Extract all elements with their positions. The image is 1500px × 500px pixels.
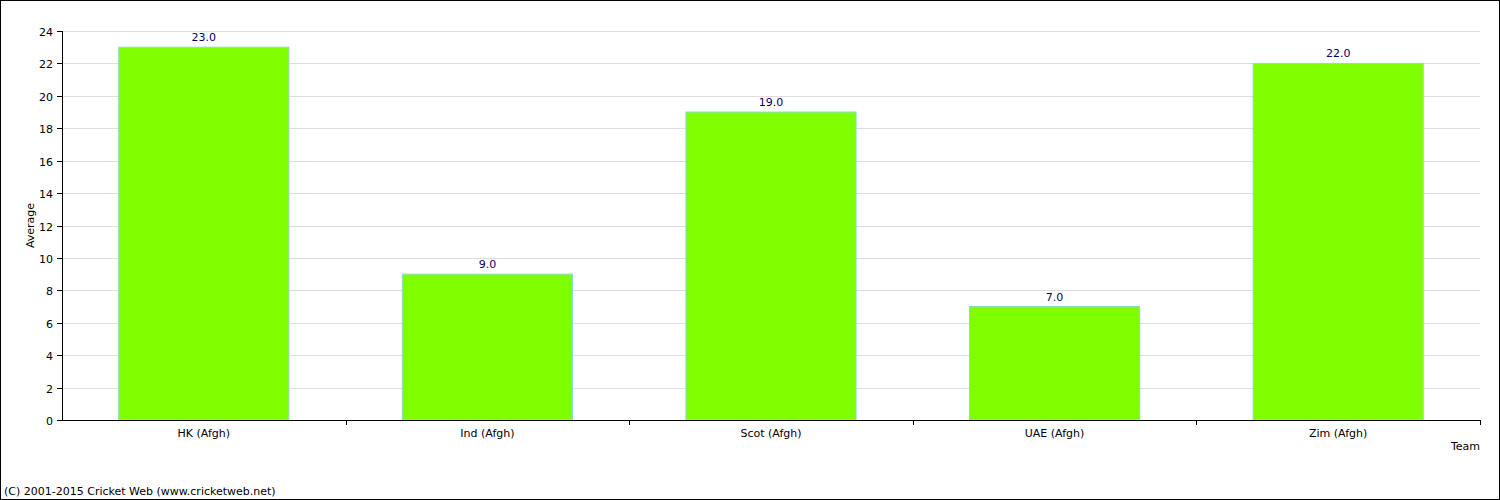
x-axis-label: Team: [1450, 440, 1480, 453]
y-tick-label: 16: [39, 156, 53, 169]
frame: [1, 1, 1500, 500]
x-tick: [1480, 420, 1481, 425]
x-tick-label: Scot (Afgh): [740, 427, 801, 440]
y-axis: [62, 31, 63, 420]
bar: [970, 307, 1140, 420]
y-tick-label: 18: [39, 123, 53, 136]
y-tick-label: 2: [46, 383, 53, 396]
bar: [402, 274, 572, 420]
data-label: 7.0: [1046, 291, 1064, 304]
y-tick-label: 8: [46, 285, 53, 298]
x-tick-label: Zim (Afgh): [1309, 427, 1367, 440]
y-tick: [57, 193, 62, 194]
x-tick-label: Ind (Afgh): [460, 427, 514, 440]
grid-line: [62, 31, 1480, 32]
y-tick: [57, 96, 62, 97]
x-tick-label: HK (Afgh): [178, 427, 231, 440]
y-tick: [57, 290, 62, 291]
bar: [119, 47, 289, 420]
data-label: 23.0: [192, 31, 217, 44]
bar: [686, 112, 856, 420]
y-tick: [57, 31, 62, 32]
y-tick-label: 22: [39, 58, 53, 71]
y-tick-label: 10: [39, 253, 53, 266]
data-label: 19.0: [759, 96, 784, 109]
chart-svg: 02468101214161820222423.09.019.07.022.0H…: [0, 0, 1500, 500]
data-label: 9.0: [479, 258, 497, 271]
y-tick-label: 12: [39, 221, 53, 234]
y-tick: [57, 420, 62, 421]
grid-line: [62, 420, 1480, 421]
y-tick: [57, 161, 62, 162]
y-tick-label: 4: [46, 350, 53, 363]
x-tick: [346, 420, 347, 425]
footer-note: (C) 2001-2015 Cricket Web (www.cricketwe…: [4, 485, 276, 498]
y-tick: [57, 323, 62, 324]
x-tick: [629, 420, 630, 425]
y-tick-label: 6: [46, 318, 53, 331]
grid: [62, 32, 1480, 421]
bars: [119, 47, 1424, 420]
y-tick-label: 24: [39, 26, 53, 39]
y-tick: [57, 128, 62, 129]
y-tick: [57, 258, 62, 259]
x-axis: [62, 420, 1480, 421]
y-tick: [57, 355, 62, 356]
y-axis-label: Average: [24, 203, 37, 248]
y-tick-label: 20: [39, 91, 53, 104]
x-tick: [913, 420, 914, 425]
x-tick-label: UAE (Afgh): [1025, 427, 1085, 440]
data-label: 22.0: [1326, 47, 1351, 60]
y-tick: [57, 388, 62, 389]
y-tick-label: 14: [39, 188, 53, 201]
chart-container: 02468101214161820222423.09.019.07.022.0H…: [0, 0, 1500, 500]
y-tick-label: 0: [46, 415, 53, 428]
x-tick: [1196, 420, 1197, 425]
bar: [1253, 63, 1423, 420]
y-tick: [57, 63, 62, 64]
y-tick: [57, 226, 62, 227]
